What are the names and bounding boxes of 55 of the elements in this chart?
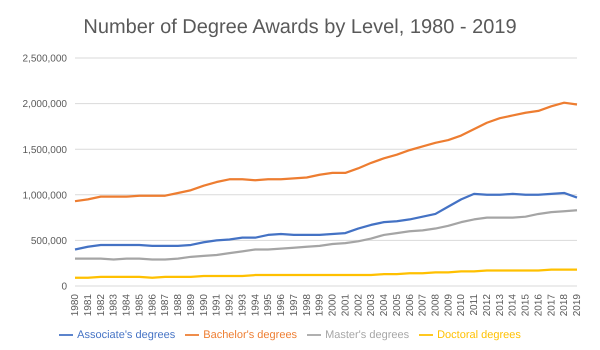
y-tick-label: 500,000	[30, 236, 68, 247]
y-tick-label: 0	[61, 282, 68, 293]
x-tick-label: 1983	[108, 294, 120, 316]
x-tick-label: 1989	[186, 294, 197, 316]
chart-title: Number of Degree Awards by Level, 1980 - 2019	[82, 15, 518, 40]
line-series	[74, 209, 578, 261]
x-tick-label: 1984	[122, 294, 133, 316]
x-tick-label: 2006	[404, 294, 416, 316]
x-tick-label: 2010	[456, 294, 468, 316]
x-tick-label: 1997	[288, 294, 300, 316]
x-tick-label: 1986	[147, 294, 158, 316]
x-tick-label: 2013	[494, 294, 506, 316]
x-tick-label: 2003	[366, 294, 378, 316]
x-tick-label: 2019	[572, 294, 584, 316]
x-tick-label: 1990	[198, 294, 210, 316]
x-tick-label: 1982	[96, 294, 107, 316]
x-tick-label: 2000	[328, 294, 339, 316]
x-tick-label: 1981	[82, 294, 94, 316]
x-tick-label: 1996	[276, 294, 288, 316]
x-tick-label: 1980	[70, 294, 82, 316]
x-tick-label: 1999	[314, 294, 326, 316]
x-tick-label: 2018	[559, 294, 570, 316]
x-tick-label: 2014	[508, 294, 519, 316]
x-tick-label: 2008	[430, 294, 442, 316]
legend-label: Doctoral degrees	[437, 328, 521, 341]
x-tick-label: 2002	[353, 294, 364, 316]
x-tick-label: 1993	[237, 294, 248, 316]
x-tick-label: 1985	[134, 294, 146, 316]
x-tick-label: 2017	[546, 294, 558, 316]
x-tick-label: 1998	[302, 294, 313, 316]
line-series	[74, 102, 578, 202]
x-tick-label: 2005	[392, 294, 403, 316]
x-tick-label: 1991	[212, 294, 223, 316]
line-series	[74, 268, 578, 279]
x-tick-label: 2004	[379, 294, 390, 316]
x-tick-label: 1995	[263, 294, 274, 316]
legend-label: Associate's degrees	[77, 328, 176, 341]
legend-label: Master's degrees	[325, 328, 410, 341]
x-tick-label: 2009	[443, 294, 454, 316]
x-tick-label: 2007	[418, 294, 429, 316]
y-tick-label: 2,000,000	[22, 99, 68, 110]
x-tick-label: 2015	[520, 294, 532, 316]
x-tick-label: 2016	[533, 294, 544, 316]
x-tick-label: 1988	[173, 294, 184, 316]
line-series	[74, 192, 578, 251]
y-tick-label: 2,500,000	[22, 54, 68, 65]
x-tick-label: 2001	[340, 294, 352, 316]
legend-label: Bachelor's degrees	[203, 328, 298, 341]
x-tick-label: 2011	[469, 294, 480, 316]
y-tick-label: 1,500,000	[22, 144, 68, 156]
x-tick-label: 1992	[224, 294, 236, 316]
y-tick-label: 1,000,000	[22, 190, 68, 202]
x-tick-label: 1994	[250, 294, 262, 316]
x-tick-label: 2012	[482, 294, 493, 316]
x-tick-label: 1987	[160, 294, 172, 316]
